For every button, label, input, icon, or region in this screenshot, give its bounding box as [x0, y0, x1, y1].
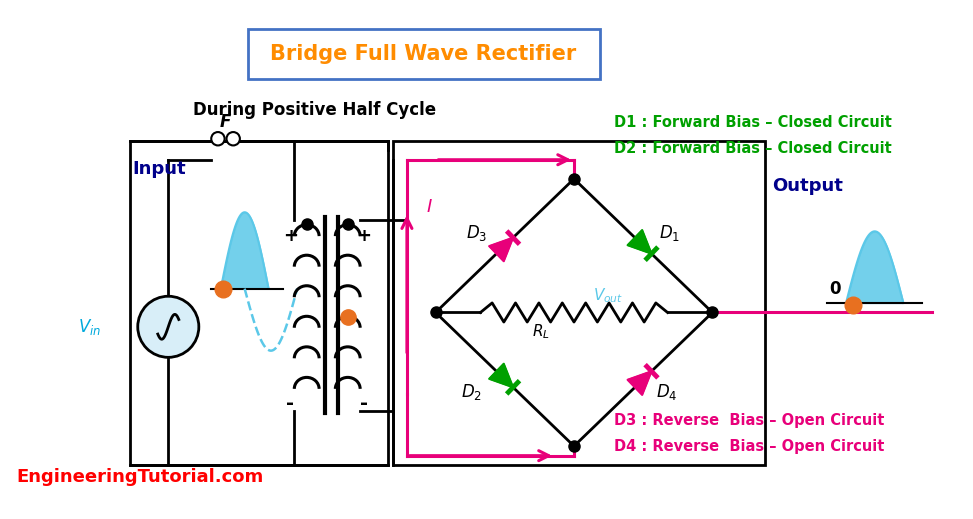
Text: -: -	[360, 394, 368, 413]
Text: +: +	[283, 227, 298, 245]
Polygon shape	[489, 238, 513, 261]
Text: $V_{out}$: $V_{out}$	[594, 286, 624, 305]
Text: +: +	[356, 227, 372, 245]
Polygon shape	[628, 371, 652, 395]
Text: EngineeringTutorial.com: EngineeringTutorial.com	[16, 468, 264, 486]
Text: $D_1$: $D_1$	[659, 223, 680, 243]
Text: $D_2$: $D_2$	[461, 381, 483, 402]
Bar	[130, 141, 388, 465]
Text: -: -	[286, 394, 295, 413]
Text: F: F	[220, 113, 232, 131]
Circle shape	[211, 132, 225, 145]
Text: $R_L$: $R_L$	[531, 322, 550, 341]
Text: $V_{in}$: $V_{in}$	[78, 317, 101, 337]
Polygon shape	[489, 364, 513, 387]
Text: D1 : Forward Bias – Closed Circuit
D2 : Forward Bias – Closed Circuit: D1 : Forward Bias – Closed Circuit D2 : …	[614, 115, 892, 156]
Text: Bridge Full Wave Rectifier: Bridge Full Wave Rectifier	[270, 44, 576, 64]
Text: $D_3$: $D_3$	[466, 223, 487, 243]
Circle shape	[138, 296, 198, 358]
Text: $D_4$: $D_4$	[656, 381, 677, 402]
Text: Output: Output	[773, 177, 844, 196]
Text: During Positive Half Cycle: During Positive Half Cycle	[193, 101, 436, 119]
Text: $I$: $I$	[426, 198, 433, 216]
Text: 0: 0	[829, 280, 841, 297]
Circle shape	[227, 132, 240, 145]
FancyBboxPatch shape	[247, 29, 599, 78]
Bar	[393, 141, 765, 465]
Text: Input: Input	[132, 160, 186, 179]
Text: D3 : Reverse  Bias – Open Circuit
D4 : Reverse  Bias – Open Circuit: D3 : Reverse Bias – Open Circuit D4 : Re…	[614, 413, 884, 454]
Polygon shape	[628, 230, 652, 254]
